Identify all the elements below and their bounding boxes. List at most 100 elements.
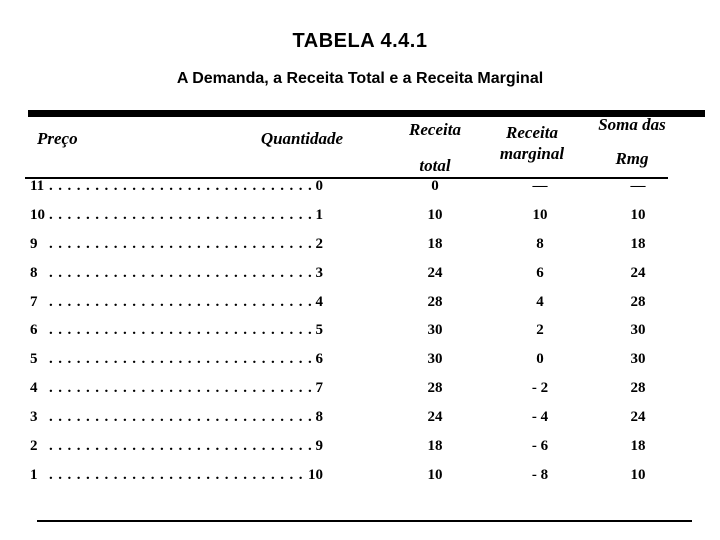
quantity-value: 2 <box>315 235 324 252</box>
column-header-preco: Preço <box>37 129 78 148</box>
table-row: 5 6 30 0 30 <box>0 345 720 374</box>
receita-marginal-value: - 2 <box>531 380 549 397</box>
soma-rmg-value: 30 <box>630 322 646 339</box>
quantity-value: 8 <box>315 409 324 426</box>
receita-marginal-value: 10 <box>532 206 548 223</box>
receita-marginal-value: 2 <box>536 322 544 339</box>
column-header-receita-total-line1: Receita <box>409 120 461 139</box>
dot-leader <box>47 403 316 432</box>
quantity-value: 5 <box>315 322 324 339</box>
quantity-value: 0 <box>315 178 324 194</box>
soma-rmg-value: 10 <box>630 206 646 223</box>
table-row: 1 10 10 - 8 10 <box>0 461 720 490</box>
soma-rmg-value: 24 <box>630 409 646 426</box>
dot-leader <box>47 316 316 345</box>
price-value: 7 <box>30 293 38 310</box>
receita-marginal-value: — <box>532 178 548 194</box>
receita-marginal-value: 6 <box>536 264 544 281</box>
header-rule <box>25 177 668 179</box>
receita-total-value: 28 <box>427 380 443 397</box>
slide-title: TABELA 4.4.1 <box>292 30 428 52</box>
dot-leader <box>47 461 308 490</box>
quantity-value: 3 <box>315 264 324 281</box>
soma-rmg-value: 30 <box>630 351 646 368</box>
receita-marginal-value: 8 <box>536 235 544 252</box>
price-value: 2 <box>30 438 38 455</box>
column-header-receita-total: Receita total <box>385 120 485 175</box>
column-header-receita-marginal-line1: Receita <box>506 123 558 142</box>
quantity-value: 7 <box>315 380 324 397</box>
receita-marginal-value: 4 <box>536 293 544 310</box>
table-row: 10 1 10 10 10 <box>0 201 720 230</box>
price-value: 10 <box>30 206 45 223</box>
receita-total-value: 18 <box>427 235 443 252</box>
column-header-receita-total-line2: total <box>419 156 451 175</box>
column-header-soma-das-rmg: Soma das Rmg <box>582 115 682 168</box>
price-value: 3 <box>30 409 38 426</box>
receita-total-value: 30 <box>427 351 443 368</box>
price-value: 6 <box>30 322 38 339</box>
dot-leader <box>47 259 316 288</box>
receita-total-value: 18 <box>427 438 443 455</box>
receita-total-value: 30 <box>427 322 443 339</box>
price-value: 8 <box>30 264 38 281</box>
soma-rmg-value: 24 <box>630 264 646 281</box>
table-body: 11 0 0 — — 10 1 10 10 10 9 2 18 <box>0 172 720 490</box>
table-row: 8 3 24 6 24 <box>0 259 720 288</box>
dot-leader <box>47 172 316 201</box>
soma-rmg-value: 10 <box>630 466 646 483</box>
dot-leader <box>47 345 316 374</box>
top-rule <box>28 110 705 117</box>
receita-total-value: 24 <box>427 264 443 281</box>
table-row: 2 9 18 - 6 18 <box>0 432 720 461</box>
dot-leader <box>47 374 316 403</box>
soma-rmg-value: 28 <box>630 293 646 310</box>
column-header-quantidade: Quantidade <box>260 129 343 148</box>
table-row: 7 4 28 4 28 <box>0 288 720 317</box>
price-value: 9 <box>30 235 38 252</box>
price-value: 1 <box>30 466 38 483</box>
column-header-soma-das-rmg-line1: Soma das <box>598 115 666 134</box>
receita-total-value: 10 <box>427 206 443 223</box>
quantity-value: 1 <box>315 206 324 223</box>
price-quantity-cell: 4 7 <box>30 374 323 403</box>
table-row: 6 5 30 2 30 <box>0 316 720 345</box>
price-quantity-cell: 5 6 <box>30 345 323 374</box>
column-header-receita-marginal-line2: marginal <box>499 144 565 163</box>
price-value: 4 <box>30 380 38 397</box>
column-header-receita-marginal: Receita marginal <box>482 123 582 163</box>
receita-marginal-value: - 6 <box>531 438 549 455</box>
price-quantity-cell: 9 2 <box>30 230 323 259</box>
dot-leader <box>47 432 316 461</box>
price-quantity-cell: 2 9 <box>30 432 323 461</box>
receita-total-value: 10 <box>427 466 443 483</box>
receita-total-value: 24 <box>427 409 443 426</box>
receita-marginal-value: 0 <box>536 351 544 368</box>
price-quantity-cell: 1 10 <box>30 461 323 490</box>
soma-rmg-value: 18 <box>630 438 646 455</box>
quantity-value: 10 <box>308 466 323 483</box>
price-value: 11 <box>30 178 45 194</box>
price-quantity-cell: 8 3 <box>30 259 323 288</box>
price-quantity-cell: 7 4 <box>30 288 323 317</box>
table-row: 9 2 18 8 18 <box>0 230 720 259</box>
quantity-value: 4 <box>315 293 324 310</box>
receita-total-value: 0 <box>431 178 439 194</box>
soma-rmg-value: 18 <box>630 235 646 252</box>
price-quantity-cell: 3 8 <box>30 403 323 432</box>
price-quantity-cell: 11 0 <box>30 172 323 201</box>
column-header-soma-das-rmg-line2: Rmg <box>615 149 649 168</box>
table-row: 4 7 28 - 2 28 <box>0 374 720 403</box>
table-row: 11 0 0 — — <box>0 172 720 201</box>
bottom-rule <box>37 520 692 522</box>
table-row: 3 8 24 - 4 24 <box>0 403 720 432</box>
quantity-value: 9 <box>315 438 324 455</box>
dot-leader <box>47 230 316 259</box>
soma-rmg-value: — <box>630 178 646 194</box>
quantity-value: 6 <box>315 351 324 368</box>
slide-subtitle: A Demanda, a Receita Total e a Receita M… <box>176 70 544 87</box>
receita-marginal-value: - 4 <box>531 409 549 426</box>
dot-leader <box>47 288 316 317</box>
price-quantity-cell: 6 5 <box>30 316 323 345</box>
